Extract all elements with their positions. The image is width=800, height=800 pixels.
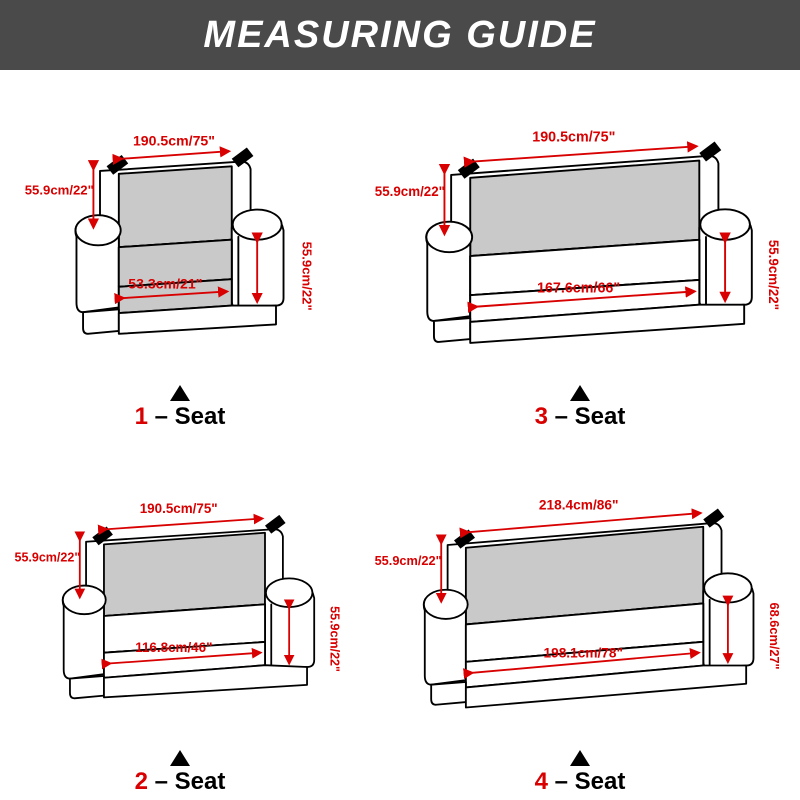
- dim-back-width: 190.5cm/75": [532, 130, 615, 146]
- dim-back-height: 55.9cm/22": [14, 551, 80, 565]
- sofa-diagram-3: 55.9cm/22" 190.5cm/75" 167.6cm/66" 55.9c…: [370, 80, 790, 385]
- seat-number: 1: [135, 403, 148, 430]
- pointer-icon: [170, 385, 190, 401]
- seat-label: – Seat: [548, 403, 625, 430]
- dim-seat-width: 167.6cm/66": [537, 281, 620, 297]
- seat-label: – Seat: [148, 403, 225, 430]
- dim-seat-width: 198.1cm/78": [543, 645, 623, 660]
- sofa-diagram-4: 55.9cm/22" 218.4cm/86" 198.1cm/78" 68.6c…: [370, 445, 790, 750]
- sofa-grid: 55.9cm/22" 190.5cm/75" 53.3cm/21" 55.9cm…: [0, 70, 800, 800]
- seat-number: 4: [535, 768, 548, 795]
- caption-2: 2 – Seat: [135, 750, 226, 800]
- page-title: MEASURING GUIDE: [203, 14, 596, 57]
- dim-arm-depth: 68.6cm/27": [767, 602, 782, 669]
- dim-back-height: 55.9cm/22": [375, 184, 445, 199]
- caption-1: 1 – Seat: [135, 385, 226, 435]
- dim-back-width: 218.4cm/86": [539, 497, 619, 512]
- pointer-icon: [570, 750, 590, 766]
- dim-back-height: 55.9cm/22": [375, 553, 442, 568]
- seat-label: – Seat: [148, 768, 225, 795]
- dim-seat-width: 53.3cm/21": [128, 276, 202, 292]
- dim-back-height: 55.9cm/22": [25, 183, 94, 198]
- dim-back-width: 190.5cm/75": [133, 133, 215, 149]
- caption-4: 4 – Seat: [535, 750, 626, 800]
- dim-seat-width: 116.8cm/46": [135, 640, 212, 655]
- dim-arm-depth: 55.9cm/22": [299, 242, 314, 311]
- sofa-cell-4: 55.9cm/22" 218.4cm/86" 198.1cm/78" 68.6c…: [360, 435, 800, 800]
- header-bar: MEASURING GUIDE: [0, 0, 800, 70]
- sofa-cell-3: 55.9cm/22" 190.5cm/75" 167.6cm/66" 55.9c…: [360, 70, 800, 435]
- seat-label: – Seat: [548, 768, 625, 795]
- pointer-icon: [170, 750, 190, 766]
- sofa-cell-2: 55.9cm/22" 190.5cm/75" 116.8cm/46" 55.9c…: [0, 435, 360, 800]
- sofa-diagram-2: 55.9cm/22" 190.5cm/75" 116.8cm/46" 55.9c…: [10, 445, 350, 750]
- caption-3: 3 – Seat: [535, 385, 626, 435]
- sofa-diagram-1: 55.9cm/22" 190.5cm/75" 53.3cm/21" 55.9cm…: [10, 80, 350, 385]
- sofa-cell-1: 55.9cm/22" 190.5cm/75" 53.3cm/21" 55.9cm…: [0, 70, 360, 435]
- dim-arm-depth: 55.9cm/22": [327, 606, 341, 672]
- seat-number: 3: [535, 403, 548, 430]
- pointer-icon: [570, 385, 590, 401]
- seat-number: 2: [135, 768, 148, 795]
- dim-back-width: 190.5cm/75": [140, 501, 218, 516]
- dim-arm-depth: 55.9cm/22": [766, 240, 781, 310]
